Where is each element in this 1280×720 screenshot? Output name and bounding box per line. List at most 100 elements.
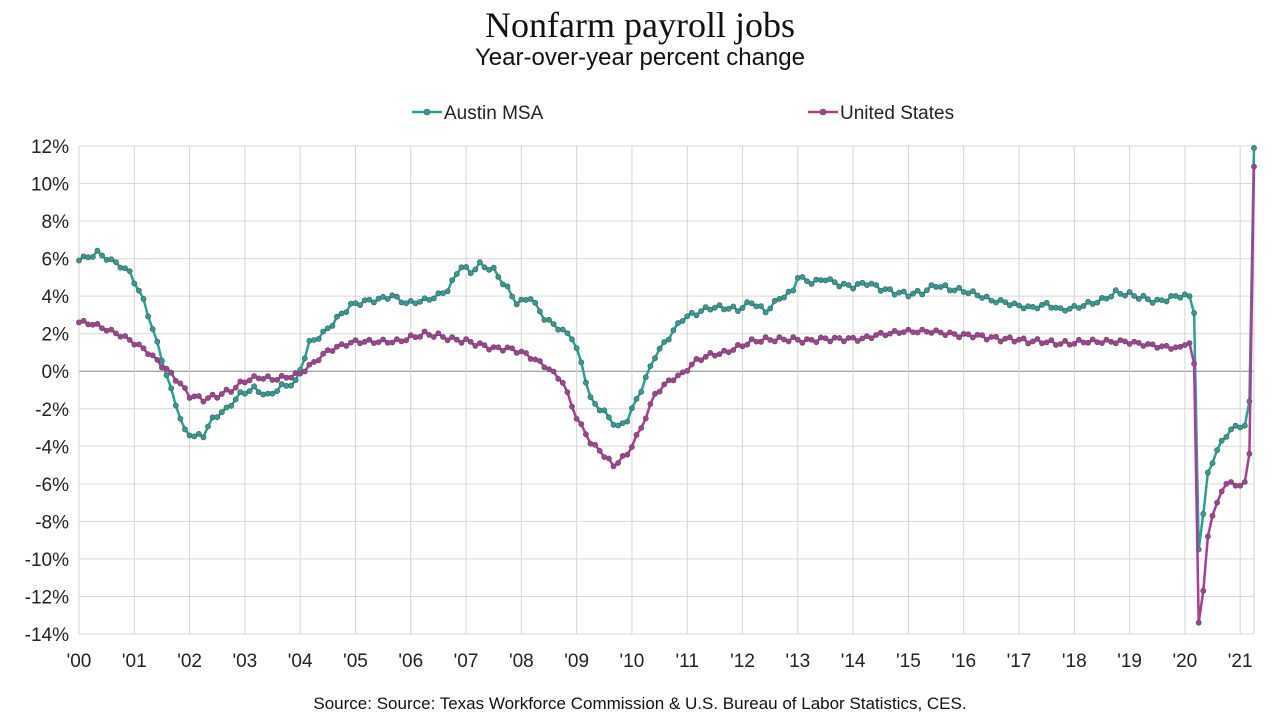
data-point-austin-msa xyxy=(1112,287,1119,294)
data-point-united-states xyxy=(1209,512,1216,519)
data-point-united-states xyxy=(163,365,170,372)
data-point-united-states xyxy=(403,337,410,344)
data-point-united-states xyxy=(877,329,884,336)
data-point-austin-msa xyxy=(449,277,456,284)
data-point-united-states xyxy=(237,378,244,385)
data-point-united-states xyxy=(970,334,976,341)
data-point-united-states xyxy=(481,342,488,349)
data-point-united-states xyxy=(997,338,1004,345)
data-point-austin-msa xyxy=(214,414,221,421)
y-tick-label: 8% xyxy=(42,212,70,233)
y-tick-label: -12% xyxy=(25,587,69,608)
data-point-austin-msa xyxy=(1108,293,1115,300)
data-point-united-states xyxy=(1158,343,1165,350)
data-point-austin-msa xyxy=(536,308,543,315)
data-point-austin-msa xyxy=(504,283,511,290)
y-tick-label: -8% xyxy=(35,512,69,533)
data-point-austin-msa xyxy=(693,312,700,319)
data-point-united-states xyxy=(301,368,308,375)
data-point-austin-msa xyxy=(661,339,668,345)
data-point-austin-msa xyxy=(1163,298,1170,305)
data-point-austin-msa xyxy=(99,252,105,259)
data-point-austin-msa xyxy=(983,293,990,300)
x-tick-label: '07 xyxy=(454,651,479,672)
data-point-united-states xyxy=(195,393,202,399)
data-point-austin-msa xyxy=(942,282,949,289)
data-point-united-states xyxy=(993,333,999,340)
data-point-united-states xyxy=(873,332,880,338)
data-point-austin-msa xyxy=(131,280,138,287)
data-point-austin-msa xyxy=(569,336,575,343)
data-point-united-states xyxy=(467,338,474,345)
data-point-united-states xyxy=(417,333,423,340)
data-point-united-states xyxy=(223,386,230,393)
data-point-united-states xyxy=(463,336,469,342)
data-point-united-states xyxy=(218,391,225,397)
data-point-united-states xyxy=(555,375,562,382)
data-point-united-states xyxy=(868,335,875,342)
data-point-united-states xyxy=(642,415,649,422)
data-point-austin-msa xyxy=(629,405,635,412)
data-point-austin-msa xyxy=(762,309,769,316)
data-point-united-states xyxy=(707,349,714,356)
data-point-austin-msa xyxy=(1145,296,1151,303)
data-point-united-states xyxy=(274,376,280,383)
data-point-austin-msa xyxy=(205,423,211,430)
data-point-austin-msa xyxy=(200,434,207,441)
data-point-united-states xyxy=(126,336,133,343)
data-point-austin-msa xyxy=(177,415,184,422)
data-point-united-states xyxy=(1099,340,1105,346)
data-point-austin-msa xyxy=(1228,426,1234,433)
data-point-austin-msa xyxy=(149,326,156,333)
data-point-united-states xyxy=(702,353,709,360)
data-point-united-states xyxy=(887,330,893,337)
data-point-austin-msa xyxy=(380,293,386,300)
x-tick-label: '12 xyxy=(730,651,755,672)
data-point-austin-msa xyxy=(1043,299,1050,306)
data-point-united-states xyxy=(725,349,732,356)
data-point-austin-msa xyxy=(836,283,843,290)
data-point-united-states xyxy=(675,372,681,379)
data-point-austin-msa xyxy=(794,274,801,281)
data-point-austin-msa xyxy=(80,253,87,260)
data-point-austin-msa xyxy=(601,407,608,414)
data-point-united-states xyxy=(232,384,239,391)
data-point-united-states xyxy=(375,339,382,346)
data-point-austin-msa xyxy=(831,279,838,286)
data-point-united-states xyxy=(748,336,755,342)
x-tick-label: '03 xyxy=(232,651,257,672)
data-point-united-states xyxy=(656,388,663,395)
data-point-united-states xyxy=(1191,360,1197,367)
data-point-united-states xyxy=(1195,619,1202,626)
data-point-united-states xyxy=(444,337,451,344)
data-point-austin-msa xyxy=(228,402,234,409)
series-line-austin-msa xyxy=(78,147,1256,551)
data-point-austin-msa xyxy=(145,313,151,320)
data-point-austin-msa xyxy=(472,266,479,273)
data-point-austin-msa xyxy=(334,313,340,320)
data-point-united-states xyxy=(854,338,861,344)
data-point-austin-msa xyxy=(168,385,175,392)
data-point-united-states xyxy=(149,352,156,359)
x-tick-label: '02 xyxy=(177,651,202,672)
data-point-austin-msa xyxy=(712,304,718,311)
data-point-united-states xyxy=(320,350,327,357)
data-point-united-states xyxy=(306,361,313,368)
data-point-united-states xyxy=(606,455,612,462)
data-point-austin-msa xyxy=(592,400,598,407)
data-point-united-states xyxy=(1135,339,1142,346)
data-point-austin-msa xyxy=(767,305,774,312)
x-tick-label: '10 xyxy=(620,651,645,672)
data-point-austin-msa xyxy=(163,372,170,379)
y-tick-label: -4% xyxy=(35,437,69,458)
data-point-austin-msa xyxy=(1080,303,1087,309)
data-point-united-states xyxy=(1214,499,1220,506)
data-point-austin-msa xyxy=(688,309,695,316)
data-point-austin-msa xyxy=(463,263,469,270)
data-point-austin-msa xyxy=(1177,294,1184,301)
data-point-united-states xyxy=(1034,336,1041,342)
data-point-austin-msa xyxy=(638,388,645,395)
data-point-united-states xyxy=(1186,340,1193,346)
data-point-austin-msa xyxy=(1135,295,1142,302)
data-point-united-states xyxy=(564,389,571,395)
